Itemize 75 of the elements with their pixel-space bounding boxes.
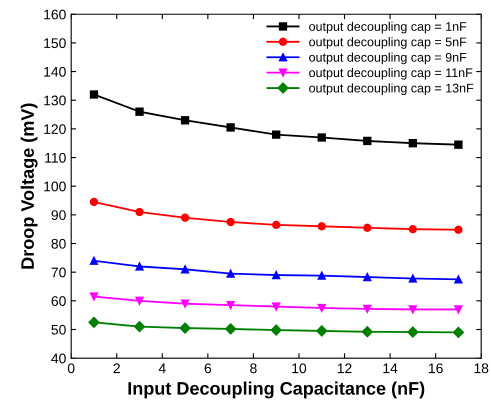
point: [407, 326, 418, 338]
point: [180, 116, 190, 124]
y-tick-label: 120: [44, 124, 66, 134]
y-tick-label: 50: [51, 324, 66, 335]
point: [88, 316, 100, 328]
point: [408, 305, 418, 314]
point: [226, 300, 235, 310]
x-tick-label: 8: [250, 363, 257, 374]
point: [180, 300, 190, 308]
y-tick-label: 110: [45, 152, 66, 163]
point: [363, 272, 372, 282]
y-tick-label: 80: [51, 238, 66, 249]
point: [318, 222, 326, 230]
point: [226, 269, 235, 278]
point: [272, 302, 280, 311]
y-tick-label: 70: [52, 268, 66, 278]
point: [90, 90, 98, 99]
point: [454, 275, 463, 284]
point: [134, 321, 146, 332]
point: [226, 218, 235, 226]
y-tick-label: 40: [51, 353, 66, 364]
point: [318, 271, 326, 280]
legend-label: output decoupling cap = 9nF: [309, 52, 466, 64]
point: [318, 133, 326, 142]
point: [454, 305, 463, 314]
y-tick-label: 140: [44, 66, 66, 77]
legend-label: output decoupling cap = 5nF: [309, 37, 466, 49]
point: [179, 322, 191, 334]
x-tick-label: 2: [114, 363, 120, 374]
point: [316, 325, 328, 337]
y-tick-label: 90: [52, 210, 66, 220]
point: [272, 270, 280, 280]
point: [180, 265, 190, 274]
point: [452, 326, 464, 338]
point: [135, 208, 144, 216]
x-tick-label: 14: [383, 364, 398, 374]
point: [272, 130, 280, 139]
point: [90, 256, 98, 265]
x-tick-label: 12: [338, 363, 352, 374]
y-tick-label: 60: [52, 296, 66, 306]
x-tick-label: 16: [428, 363, 443, 374]
point: [90, 198, 98, 206]
x-tick-label: 0: [68, 363, 75, 374]
x-tick-label: 10: [292, 363, 306, 374]
point: [135, 296, 144, 306]
point: [408, 274, 418, 283]
point: [272, 220, 280, 230]
point: [135, 262, 144, 271]
x-tick-label: 18: [474, 363, 488, 374]
point: [270, 324, 282, 336]
point: [408, 139, 418, 148]
point: [363, 136, 372, 146]
point: [180, 214, 190, 222]
point: [408, 225, 418, 234]
x-tick-label: 6: [204, 363, 212, 374]
point: [135, 108, 144, 116]
point: [225, 323, 236, 335]
x-tick-label: 4: [158, 364, 166, 374]
y-tick-label: 160: [44, 10, 66, 20]
point: [454, 226, 463, 234]
point: [318, 304, 326, 312]
legend-label: output decoupling cap = 13nF: [309, 83, 474, 96]
point: [363, 224, 372, 232]
point: [362, 326, 373, 338]
y-tick-label: 150: [44, 38, 66, 48]
legend-label: output decoupling cap = 1nF: [309, 22, 466, 34]
legend-label: output decoupling cap = 11nF: [309, 68, 472, 80]
x-axis-title: Input Decoupling Capacitance (nF): [128, 382, 424, 398]
point: [226, 123, 235, 132]
point: [90, 292, 98, 301]
y-axis-title: Droop Voltage (mV): [20, 104, 38, 269]
point: [363, 304, 372, 314]
y-tick-label: 100: [44, 182, 66, 192]
y-tick-label: 130: [44, 96, 66, 106]
point: [454, 140, 463, 149]
